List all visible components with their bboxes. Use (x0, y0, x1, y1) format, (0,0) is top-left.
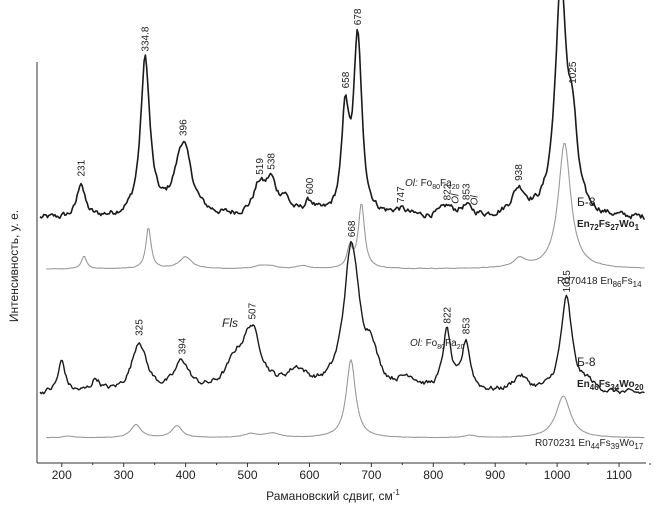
fluorapatite-label: Fls (222, 316, 238, 330)
spectrum-line-reference-2 (46, 143, 645, 270)
spectrum-line-sample-3 (39, 240, 645, 395)
formula-bottom: En46Fs34Wo20 (577, 379, 644, 392)
series-layer (39, 0, 646, 439)
x-tick-label: 800 (423, 468, 443, 482)
peak-label: 231 (77, 159, 88, 176)
peak-label: 678 (353, 8, 364, 25)
x-tick-label: 300 (114, 468, 134, 482)
sample-name-top: Б-8 (577, 195, 596, 209)
x-tick-label: 500 (238, 468, 258, 482)
peak-label: 747 (396, 186, 407, 203)
peak-label: 668 (347, 220, 358, 237)
mineral-label: Ol (451, 193, 462, 204)
x-tick-label: 900 (485, 468, 505, 482)
olivine-annotation-top: Ol: Fo80Fa20 (405, 178, 460, 191)
x-tick-label: 600 (299, 468, 319, 482)
olivine-annotation-bottom: Ol: Fo80Fa20 (410, 338, 465, 351)
peak-label: 325 (135, 319, 146, 336)
x-tick-label: 400 (176, 468, 196, 482)
formula-top: En72Fs27Wo1 (577, 219, 640, 232)
peak-label: 938 (514, 164, 525, 181)
x-tick-label: 1000 (544, 468, 571, 482)
reference-label-bottom: R070231 En44Fs39Wo17 (535, 438, 644, 451)
peak-label: 853 (462, 183, 473, 200)
axes: 200 300 400 500 600 700 800 900 1000 1100 Рамановс… (7, 62, 651, 503)
x-tick-label: 700 (361, 468, 381, 482)
peak-label: 822 (442, 306, 453, 323)
spectrum-line-sample-1 (39, 0, 646, 220)
peak-label: 394 (177, 337, 188, 354)
peak-label: 519 (255, 158, 266, 175)
x-tick-label: 200 (52, 468, 72, 482)
y-axis-title: Интенсивность, у. е. (7, 210, 21, 322)
sample-name-bottom: Б-8 (577, 355, 596, 369)
spectrum-line-reference-4 (46, 359, 645, 439)
peak-label: 1015 (562, 270, 573, 293)
reference-label-top: R070418 En86Fs14 (557, 276, 642, 289)
peak-label: 538 (267, 153, 278, 170)
annotations-layer: Ol: Fo80Fa20 Ol: Fo80Fa20 Fls Б-8 En72Fs27Wo… (222, 178, 644, 451)
peak-label: 600 (305, 177, 316, 194)
peak-label: 658 (341, 71, 352, 88)
peak-label: 822 (442, 183, 453, 200)
peak-label: 334.8 (141, 26, 152, 51)
peak-label: 853 (462, 317, 473, 334)
x-axis-title: Рамановский сдвиг, см-1 (266, 488, 400, 503)
peak-label: 507 (247, 302, 258, 319)
peak-label: 396 (179, 119, 190, 136)
x-tick-label: 1100 (606, 468, 632, 482)
peak-label: 1025 (568, 61, 579, 84)
mineral-label: Ol (470, 195, 481, 206)
